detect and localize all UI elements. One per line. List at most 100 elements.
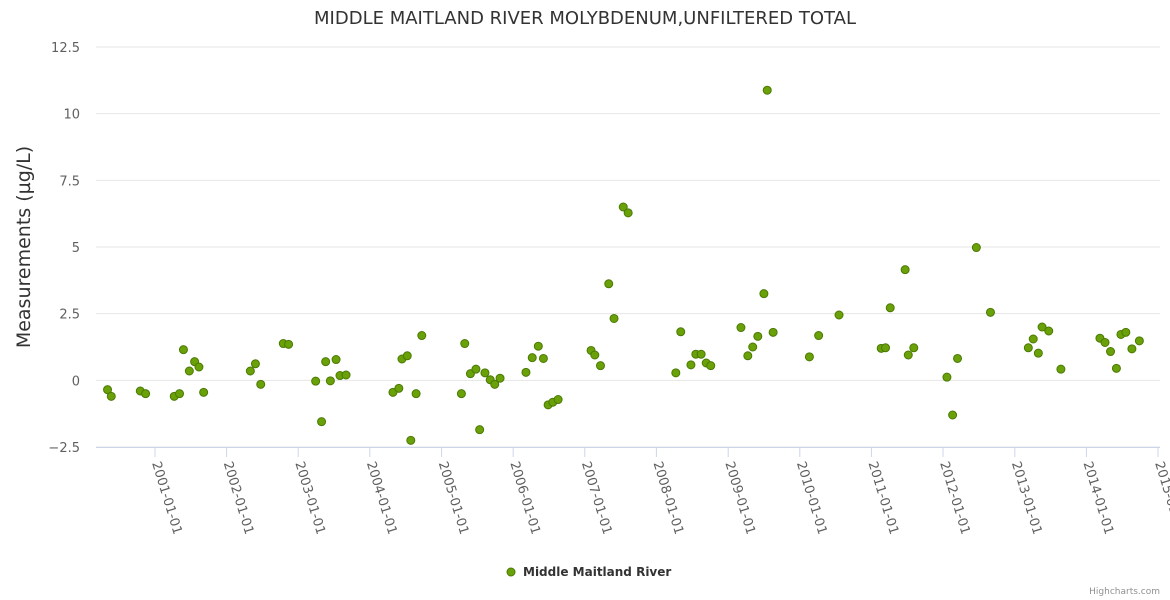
x-axis: 2001-01-01 2002-01-01 2003-01-01 2004-01-01… xyxy=(96,447,1170,536)
data-point[interactable] xyxy=(686,360,696,370)
data-point[interactable] xyxy=(743,351,753,361)
data-point[interactable] xyxy=(748,342,758,352)
data-point[interactable] xyxy=(804,352,814,362)
y-axis-label: Measurements (µg/L) xyxy=(13,146,35,348)
data-point[interactable] xyxy=(1111,363,1121,373)
x-tick-label: 2008-01-01 xyxy=(650,460,686,537)
data-point[interactable] xyxy=(402,351,412,361)
data-point[interactable] xyxy=(814,331,824,341)
data-point[interactable] xyxy=(1028,334,1038,344)
data-point[interactable] xyxy=(942,372,952,382)
x-tick-label: 2014-01-01 xyxy=(1080,460,1116,537)
data-point[interactable] xyxy=(175,389,185,399)
data-point[interactable] xyxy=(490,379,500,389)
data-point[interactable] xyxy=(1134,336,1144,346)
data-point[interactable] xyxy=(590,350,600,360)
x-tick-label: 2002-01-01 xyxy=(220,460,256,537)
data-point[interactable] xyxy=(881,343,891,353)
data-point[interactable] xyxy=(194,362,204,372)
data-point[interactable] xyxy=(456,389,466,399)
data-point[interactable] xyxy=(527,353,537,363)
data-point[interactable] xyxy=(900,265,910,275)
data-point[interactable] xyxy=(245,366,255,376)
data-point[interactable] xyxy=(471,364,481,374)
data-point[interactable] xyxy=(184,366,194,376)
data-point[interactable] xyxy=(1127,344,1137,354)
data-point[interactable] xyxy=(623,208,633,218)
x-tick-label: 2004-01-01 xyxy=(363,460,399,537)
data-point[interactable] xyxy=(762,85,772,95)
data-point[interactable] xyxy=(1121,327,1131,337)
data-point[interactable] xyxy=(325,376,335,386)
data-point[interactable] xyxy=(341,370,351,380)
legend-marker xyxy=(506,567,516,577)
data-point[interactable] xyxy=(1044,326,1054,336)
data-point[interactable] xyxy=(609,313,619,323)
y-tick-label: 10 xyxy=(63,108,80,123)
data-point[interactable] xyxy=(317,417,327,427)
data-point[interactable] xyxy=(834,310,844,320)
data-point[interactable] xyxy=(480,368,490,378)
x-tick-label: 2012-01-01 xyxy=(936,460,972,537)
data-point[interactable] xyxy=(256,379,266,389)
x-tick-label: 2003-01-01 xyxy=(291,460,327,537)
legend-label[interactable]: Middle Maitland River xyxy=(523,565,671,579)
data-point[interactable] xyxy=(736,323,746,333)
x-tick-label: 2011-01-01 xyxy=(865,460,901,537)
data-point[interactable] xyxy=(106,391,116,401)
data-point[interactable] xyxy=(706,361,716,371)
data-point[interactable] xyxy=(475,425,485,435)
data-point[interactable] xyxy=(311,376,321,386)
data-point[interactable] xyxy=(759,289,769,299)
data-point[interactable] xyxy=(417,331,427,341)
data-point[interactable] xyxy=(533,341,543,351)
x-tick-label: 2015-01-01 xyxy=(1151,460,1170,537)
y-tick-label: 7.5 xyxy=(59,174,80,189)
data-point[interactable] xyxy=(103,385,113,395)
data-point[interactable] xyxy=(753,331,763,341)
data-point[interactable] xyxy=(553,395,563,405)
data-point[interactable] xyxy=(141,389,151,399)
data-point[interactable] xyxy=(321,357,331,367)
data-point[interactable] xyxy=(971,243,981,253)
data-point[interactable] xyxy=(1023,343,1033,353)
data-point[interactable] xyxy=(1033,348,1043,358)
data-point[interactable] xyxy=(595,361,605,371)
data-point[interactable] xyxy=(1106,347,1116,357)
credits-link[interactable]: Highcharts.com xyxy=(1089,587,1160,597)
data-point[interactable] xyxy=(948,410,958,420)
data-point[interactable] xyxy=(1100,337,1110,347)
data-point[interactable] xyxy=(671,368,681,378)
x-tick-label: 2009-01-01 xyxy=(721,460,757,537)
data-point[interactable] xyxy=(604,279,614,289)
data-point[interactable] xyxy=(1037,322,1047,332)
data-point[interactable] xyxy=(411,389,421,399)
data-point[interactable] xyxy=(953,353,963,363)
data-point[interactable] xyxy=(460,339,470,349)
data-point[interactable] xyxy=(909,343,919,353)
x-tick-label: 2005-01-01 xyxy=(435,460,471,537)
data-point[interactable] xyxy=(538,353,548,363)
data-point[interactable] xyxy=(885,303,895,313)
chart-title: MIDDLE MAITLAND RIVER MOLYBDENUM,UNFILTE… xyxy=(314,8,856,29)
data-point[interactable] xyxy=(696,349,706,359)
y-tick-label: 5 xyxy=(72,241,80,256)
legend[interactable]: Middle Maitland River xyxy=(506,565,671,579)
data-point[interactable] xyxy=(250,359,260,369)
y-tick-label: 0 xyxy=(72,374,80,389)
data-point[interactable] xyxy=(178,345,188,355)
data-point[interactable] xyxy=(768,327,778,337)
data-point[interactable] xyxy=(618,202,628,212)
data-point[interactable] xyxy=(394,383,404,393)
data-point[interactable] xyxy=(495,373,505,383)
data-point[interactable] xyxy=(199,387,209,397)
data-point[interactable] xyxy=(331,355,341,365)
data-point[interactable] xyxy=(406,435,416,445)
data-point[interactable] xyxy=(284,339,294,349)
data-point[interactable] xyxy=(903,350,913,360)
data-point[interactable] xyxy=(985,307,995,317)
data-point[interactable] xyxy=(676,327,686,337)
data-point[interactable] xyxy=(1056,364,1066,374)
data-point[interactable] xyxy=(521,367,531,377)
